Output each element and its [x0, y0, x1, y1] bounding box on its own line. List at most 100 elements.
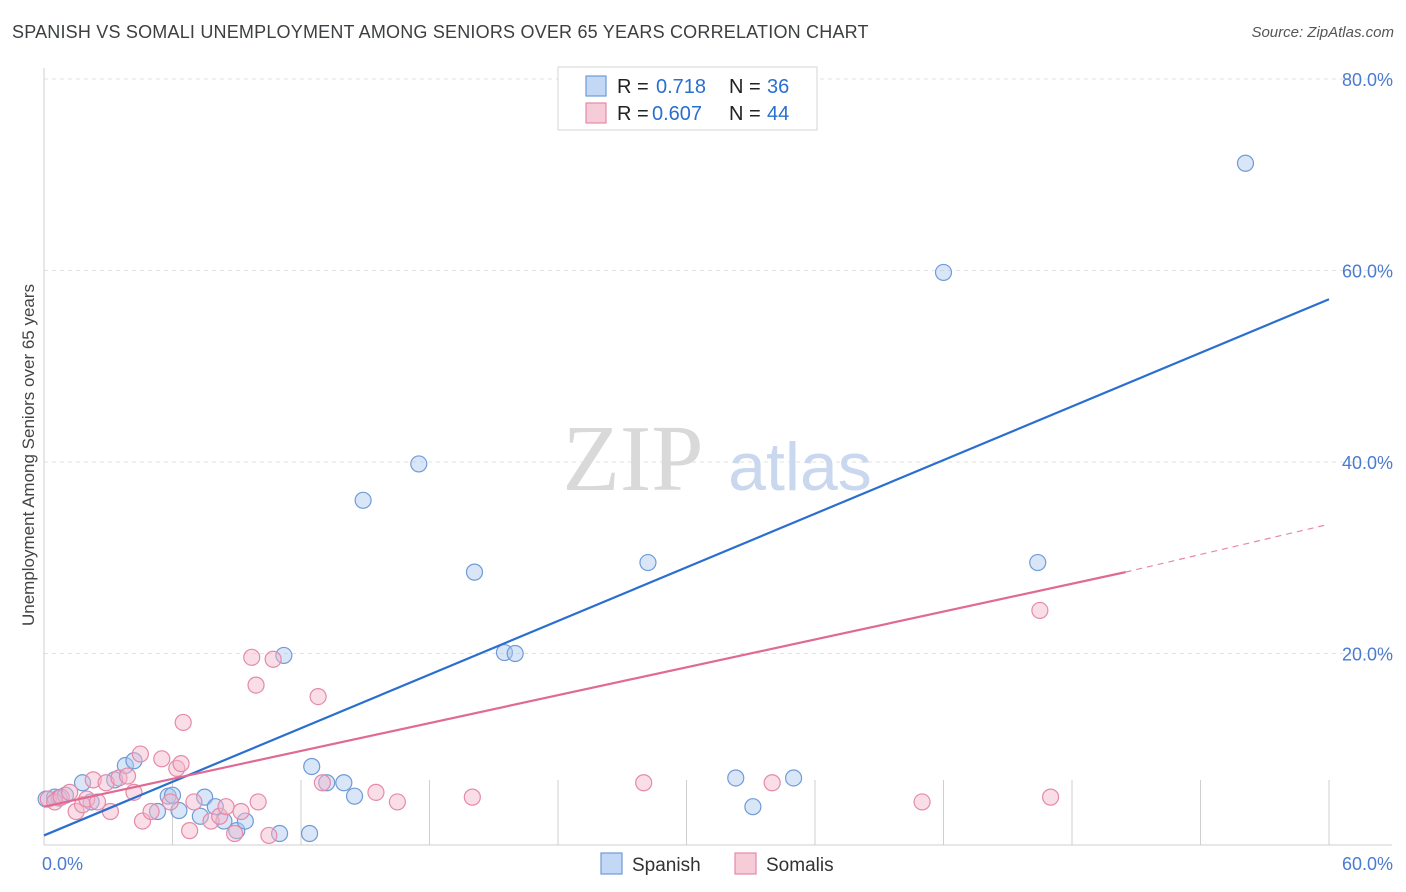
somali-point-38 — [463, 788, 481, 806]
somali-point-42 — [1031, 601, 1049, 620]
source-label: Source: ZipAtlas.com — [1251, 24, 1394, 41]
spanish-point-26 — [354, 491, 372, 509]
spanish-point-4 — [73, 774, 92, 792]
somali-point-24 — [202, 812, 220, 830]
y-tick-label-2: 60.0% — [1342, 262, 1393, 282]
spanish-point-35 — [934, 263, 953, 282]
spanish-point-34 — [784, 769, 803, 787]
somali-trendline — [43, 571, 1126, 808]
somali-point-23 — [185, 793, 203, 811]
spanish-point-20 — [270, 824, 289, 843]
spanish-point-18 — [236, 812, 254, 830]
somali-point-12 — [118, 767, 137, 785]
somali-point-39 — [635, 774, 653, 792]
spanish-point-37 — [1236, 154, 1255, 172]
watermark-zip: ZIP — [563, 407, 704, 511]
legend-swatch-spanish — [585, 75, 607, 97]
legend-r-value-somalis: 0.607 — [652, 103, 702, 125]
watermark-atlas: atlas — [728, 429, 872, 505]
somali-point-27 — [226, 824, 244, 843]
somali-point-18 — [161, 793, 179, 811]
legend-r-value-spanish: 0.718 — [656, 76, 706, 98]
somali-point-35 — [313, 774, 332, 792]
bottom-legend-swatch-somalis — [734, 852, 757, 875]
legend-r-label-somalis: R = — [617, 103, 649, 125]
trendlines — [43, 298, 1330, 837]
somali-point-15 — [133, 812, 152, 830]
bottom-legend: Spanish Somalis — [600, 852, 834, 876]
legend-swatch-somalis — [585, 102, 607, 124]
somali-point-25 — [211, 807, 229, 825]
somali-point-3 — [61, 783, 79, 801]
somali-point-20 — [172, 755, 190, 773]
somali-point-36 — [367, 783, 385, 801]
spanish-point-36 — [1029, 553, 1047, 572]
somali-point-30 — [247, 676, 265, 694]
x-tick-label-0: 0.0% — [42, 854, 83, 874]
spanish-point-32 — [744, 798, 762, 816]
legend-r-label-spanish: R = — [617, 76, 649, 98]
somali-point-8 — [88, 793, 107, 811]
legend-n-label-spanish: N = — [729, 76, 761, 98]
bottom-legend-swatch-spanish — [600, 852, 623, 875]
somali-point-37 — [388, 793, 406, 811]
spanish-point-21 — [300, 824, 319, 843]
y-tick-label-1: 40.0% — [1342, 453, 1393, 473]
somali-point-7 — [84, 771, 102, 789]
bottom-legend-label-somalis: Somalis — [766, 855, 834, 876]
y-axis-label: Unemployment Among Seniors over 65 years — [19, 284, 38, 626]
spanish-point-33 — [727, 769, 745, 787]
somali-point-28 — [232, 802, 250, 821]
bottom-legend-label-spanish: Spanish — [632, 855, 701, 876]
spanish-point-31 — [639, 553, 657, 572]
spanish-point-13 — [191, 807, 209, 825]
spanish-point-27 — [410, 455, 428, 473]
spanish-point-19 — [275, 646, 293, 665]
legend-n-label-somalis: N = — [729, 103, 761, 125]
somali-point-34 — [309, 687, 327, 706]
legend-n-value-somalis: 44 — [767, 103, 789, 125]
y-tick-label-3: 80.0% — [1342, 70, 1393, 90]
data-points — [37, 154, 1255, 845]
axes — [43, 68, 1392, 846]
chart-title: SPANISH VS SOMALI UNEMPLOYMENT AMONG SEN… — [12, 22, 869, 42]
somali-point-4 — [67, 802, 85, 821]
somali-point-31 — [249, 793, 267, 811]
legend-n-value-spanish: 36 — [767, 76, 789, 98]
spanish-trendline — [43, 298, 1330, 837]
somali-point-29 — [243, 648, 261, 666]
somali-point-16 — [142, 802, 160, 821]
somali-point-33 — [260, 826, 278, 845]
spanish-point-14 — [196, 788, 214, 806]
somali-point-32 — [264, 650, 282, 668]
gridlines — [44, 78, 1392, 654]
spanish-point-8 — [125, 752, 143, 770]
somali-point-21 — [174, 713, 192, 732]
somali-point-43 — [1041, 788, 1060, 806]
spanish-point-17 — [228, 822, 246, 840]
somali-point-41 — [913, 793, 931, 811]
top-legend: R = 0.718 N = 36 R = 0.607 N = 44 — [557, 66, 818, 131]
somali-point-9 — [97, 774, 115, 792]
x-tick-label-1: 60.0% — [1342, 854, 1393, 874]
somali-point-26 — [217, 798, 235, 816]
somali-point-17 — [153, 750, 171, 768]
somali-point-22 — [181, 822, 199, 840]
spanish-point-12 — [163, 786, 182, 804]
spanish-point-22 — [303, 757, 321, 776]
somali-trendline-extension — [1125, 523, 1330, 573]
spanish-point-25 — [345, 787, 364, 805]
somali-point-40 — [763, 774, 781, 792]
somali-point-14 — [131, 745, 149, 763]
spanish-point-23 — [318, 774, 336, 792]
y-tick-labels: 20.0% 40.0% 60.0% 80.0% — [1342, 70, 1393, 665]
spanish-point-10 — [148, 802, 167, 821]
y-tick-label-0: 20.0% — [1342, 645, 1393, 665]
spanish-point-28 — [465, 563, 484, 581]
spanish-point-24 — [335, 774, 353, 792]
x-tick-labels: 0.0% 60.0% — [42, 854, 1393, 874]
spanish-point-30 — [506, 644, 524, 663]
watermark: ZIP atlas — [563, 407, 872, 511]
